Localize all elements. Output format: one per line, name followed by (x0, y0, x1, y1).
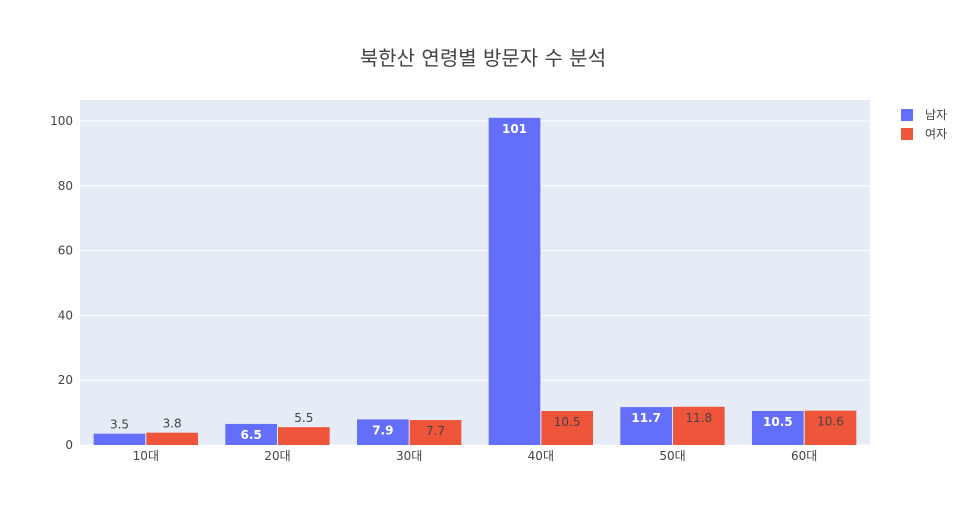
bar (620, 407, 672, 445)
bar-value-label: 10.6 (817, 415, 844, 429)
y-tick-label: 20 (58, 373, 73, 387)
bar-value-label: 11.7 (631, 411, 661, 425)
bar (804, 410, 857, 445)
x-tick-label: 10대 (133, 449, 159, 463)
y-tick-label: 100 (50, 114, 73, 128)
y-tick-label: 0 (65, 438, 73, 452)
bar (278, 427, 330, 445)
bar (357, 419, 409, 445)
bar-value-label: 5.5 (294, 411, 313, 425)
bar (146, 432, 198, 445)
legend-label[interactable]: 남자 (925, 108, 947, 122)
x-tick-label: 30대 (396, 449, 422, 463)
bar-value-label: 7.7 (426, 424, 445, 438)
x-tick-label: 50대 (659, 449, 685, 463)
bars (93, 117, 857, 446)
x-tick-label: 40대 (528, 449, 554, 463)
bar-value-label: 10.5 (554, 415, 581, 429)
bar-value-label: 3.5 (110, 418, 129, 432)
bar (752, 410, 804, 445)
y-tick-label: 40 (58, 308, 73, 322)
legend-swatch[interactable] (901, 109, 913, 121)
bar (673, 406, 725, 445)
x-tick-label: 60대 (791, 449, 817, 463)
bar (488, 117, 541, 446)
plot-area (80, 100, 870, 445)
bar (93, 433, 146, 445)
bar-value-label: 6.5 (241, 428, 262, 442)
bar (541, 410, 593, 445)
bar (225, 423, 277, 445)
x-axis: 10대 20대 30대 40대 50대 60대 (133, 449, 818, 463)
data-labels: 3.5 3.8 6.5 5.5 7.9 7.7 101 10.5 11.7 11.8 10.5 10.… (110, 122, 844, 442)
bar-value-label: 10.5 (763, 415, 793, 429)
bar (409, 420, 462, 445)
gridlines (80, 120, 870, 446)
bar-value-label: 11.8 (685, 411, 712, 425)
y-tick-label: 80 (58, 179, 73, 193)
legend-swatch[interactable] (901, 128, 913, 140)
y-axis: 0 20 40 60 80 100 (50, 114, 73, 452)
legend-label[interactable]: 여자 (925, 127, 947, 141)
x-tick-label: 20대 (264, 449, 290, 463)
bar-value-label: 3.8 (163, 417, 182, 431)
bar-value-label: 101 (502, 122, 527, 136)
bar-value-label: 7.9 (372, 423, 393, 437)
chart-title: 북한산 연령별 방문자 수 분석 (360, 46, 606, 70)
y-tick-label: 60 (58, 244, 73, 258)
